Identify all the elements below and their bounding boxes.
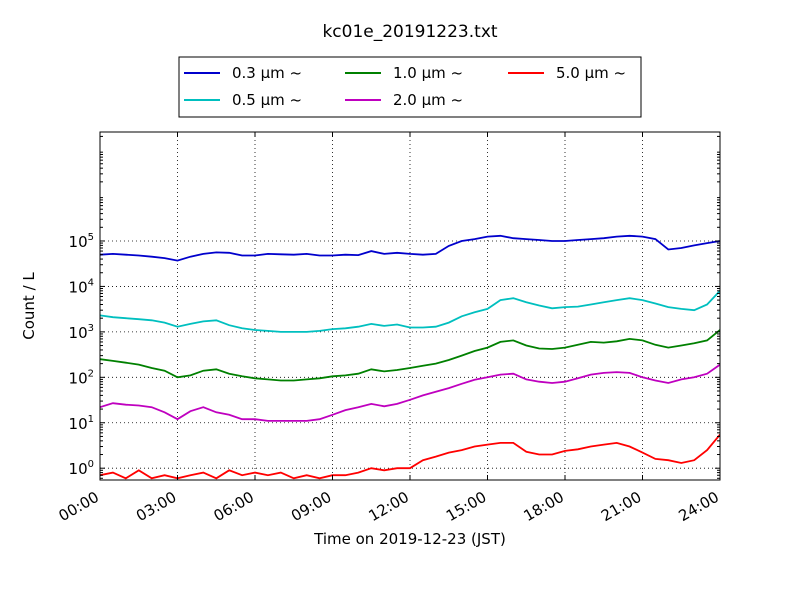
x-tick-label: 21:00 [598,488,644,525]
y-axis-label: Count / L [20,272,38,340]
y-tick-label: 105 [69,232,94,251]
x-tick-label: 18:00 [521,488,567,525]
x-axis-label: Time on 2019-12-23 (JST) [313,530,506,548]
legend-entry-label: 0.5 μm ~ [232,91,302,109]
y-tick-label: 104 [69,277,94,296]
legend-entry-label: 2.0 μm ~ [393,91,463,109]
legend-entry-label: 0.3 μm ~ [232,64,302,82]
y-tick-label: 100 [69,459,94,478]
legend-entry-label: 5.0 μm ~ [556,64,626,82]
legend-box [178,56,642,118]
x-tick-label: 15:00 [443,488,489,525]
series-lines [100,234,720,480]
grid-lines [100,132,720,480]
series-line-3 [100,329,720,382]
axis-ticks [99,132,721,480]
legend-entry-label: 1.0 μm ~ [393,64,463,82]
y-tick-label: 101 [69,414,94,433]
series-line-4 [100,363,720,422]
x-tick-label: 24:00 [676,488,722,525]
legend: 0.3 μm ~ 0.5 μm ~ 1.0 μm ~ 2.0 μm ~ 5.0 μm ~ [178,56,642,118]
x-tick-label: 12:00 [366,488,412,525]
series-line-2 [100,290,720,333]
x-tick-label: 03:00 [133,488,179,525]
y-tick-label: 103 [69,323,94,342]
y-tick-label: 102 [69,368,94,387]
series-line-1 [100,234,720,262]
x-tick-label: 00:00 [56,488,102,525]
x-tick-labels: 00:00 03:00 06:00 09:00 12:00 15:00 18:00 21:00… [56,488,722,525]
y-tick-labels: 100 101 102 103 104 105 [69,232,94,478]
x-tick-label: 09:00 [288,488,334,525]
x-tick-label: 06:00 [211,488,257,525]
chart-title: kc01e_20191223.txt [322,22,497,42]
series-line-5 [100,434,720,480]
